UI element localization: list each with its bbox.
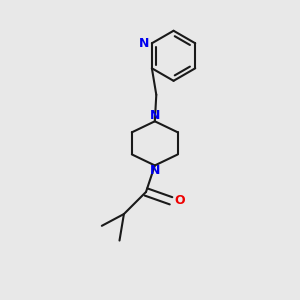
Text: N: N bbox=[139, 37, 150, 50]
Text: N: N bbox=[150, 164, 160, 177]
Text: O: O bbox=[174, 194, 184, 207]
Text: N: N bbox=[150, 110, 160, 122]
